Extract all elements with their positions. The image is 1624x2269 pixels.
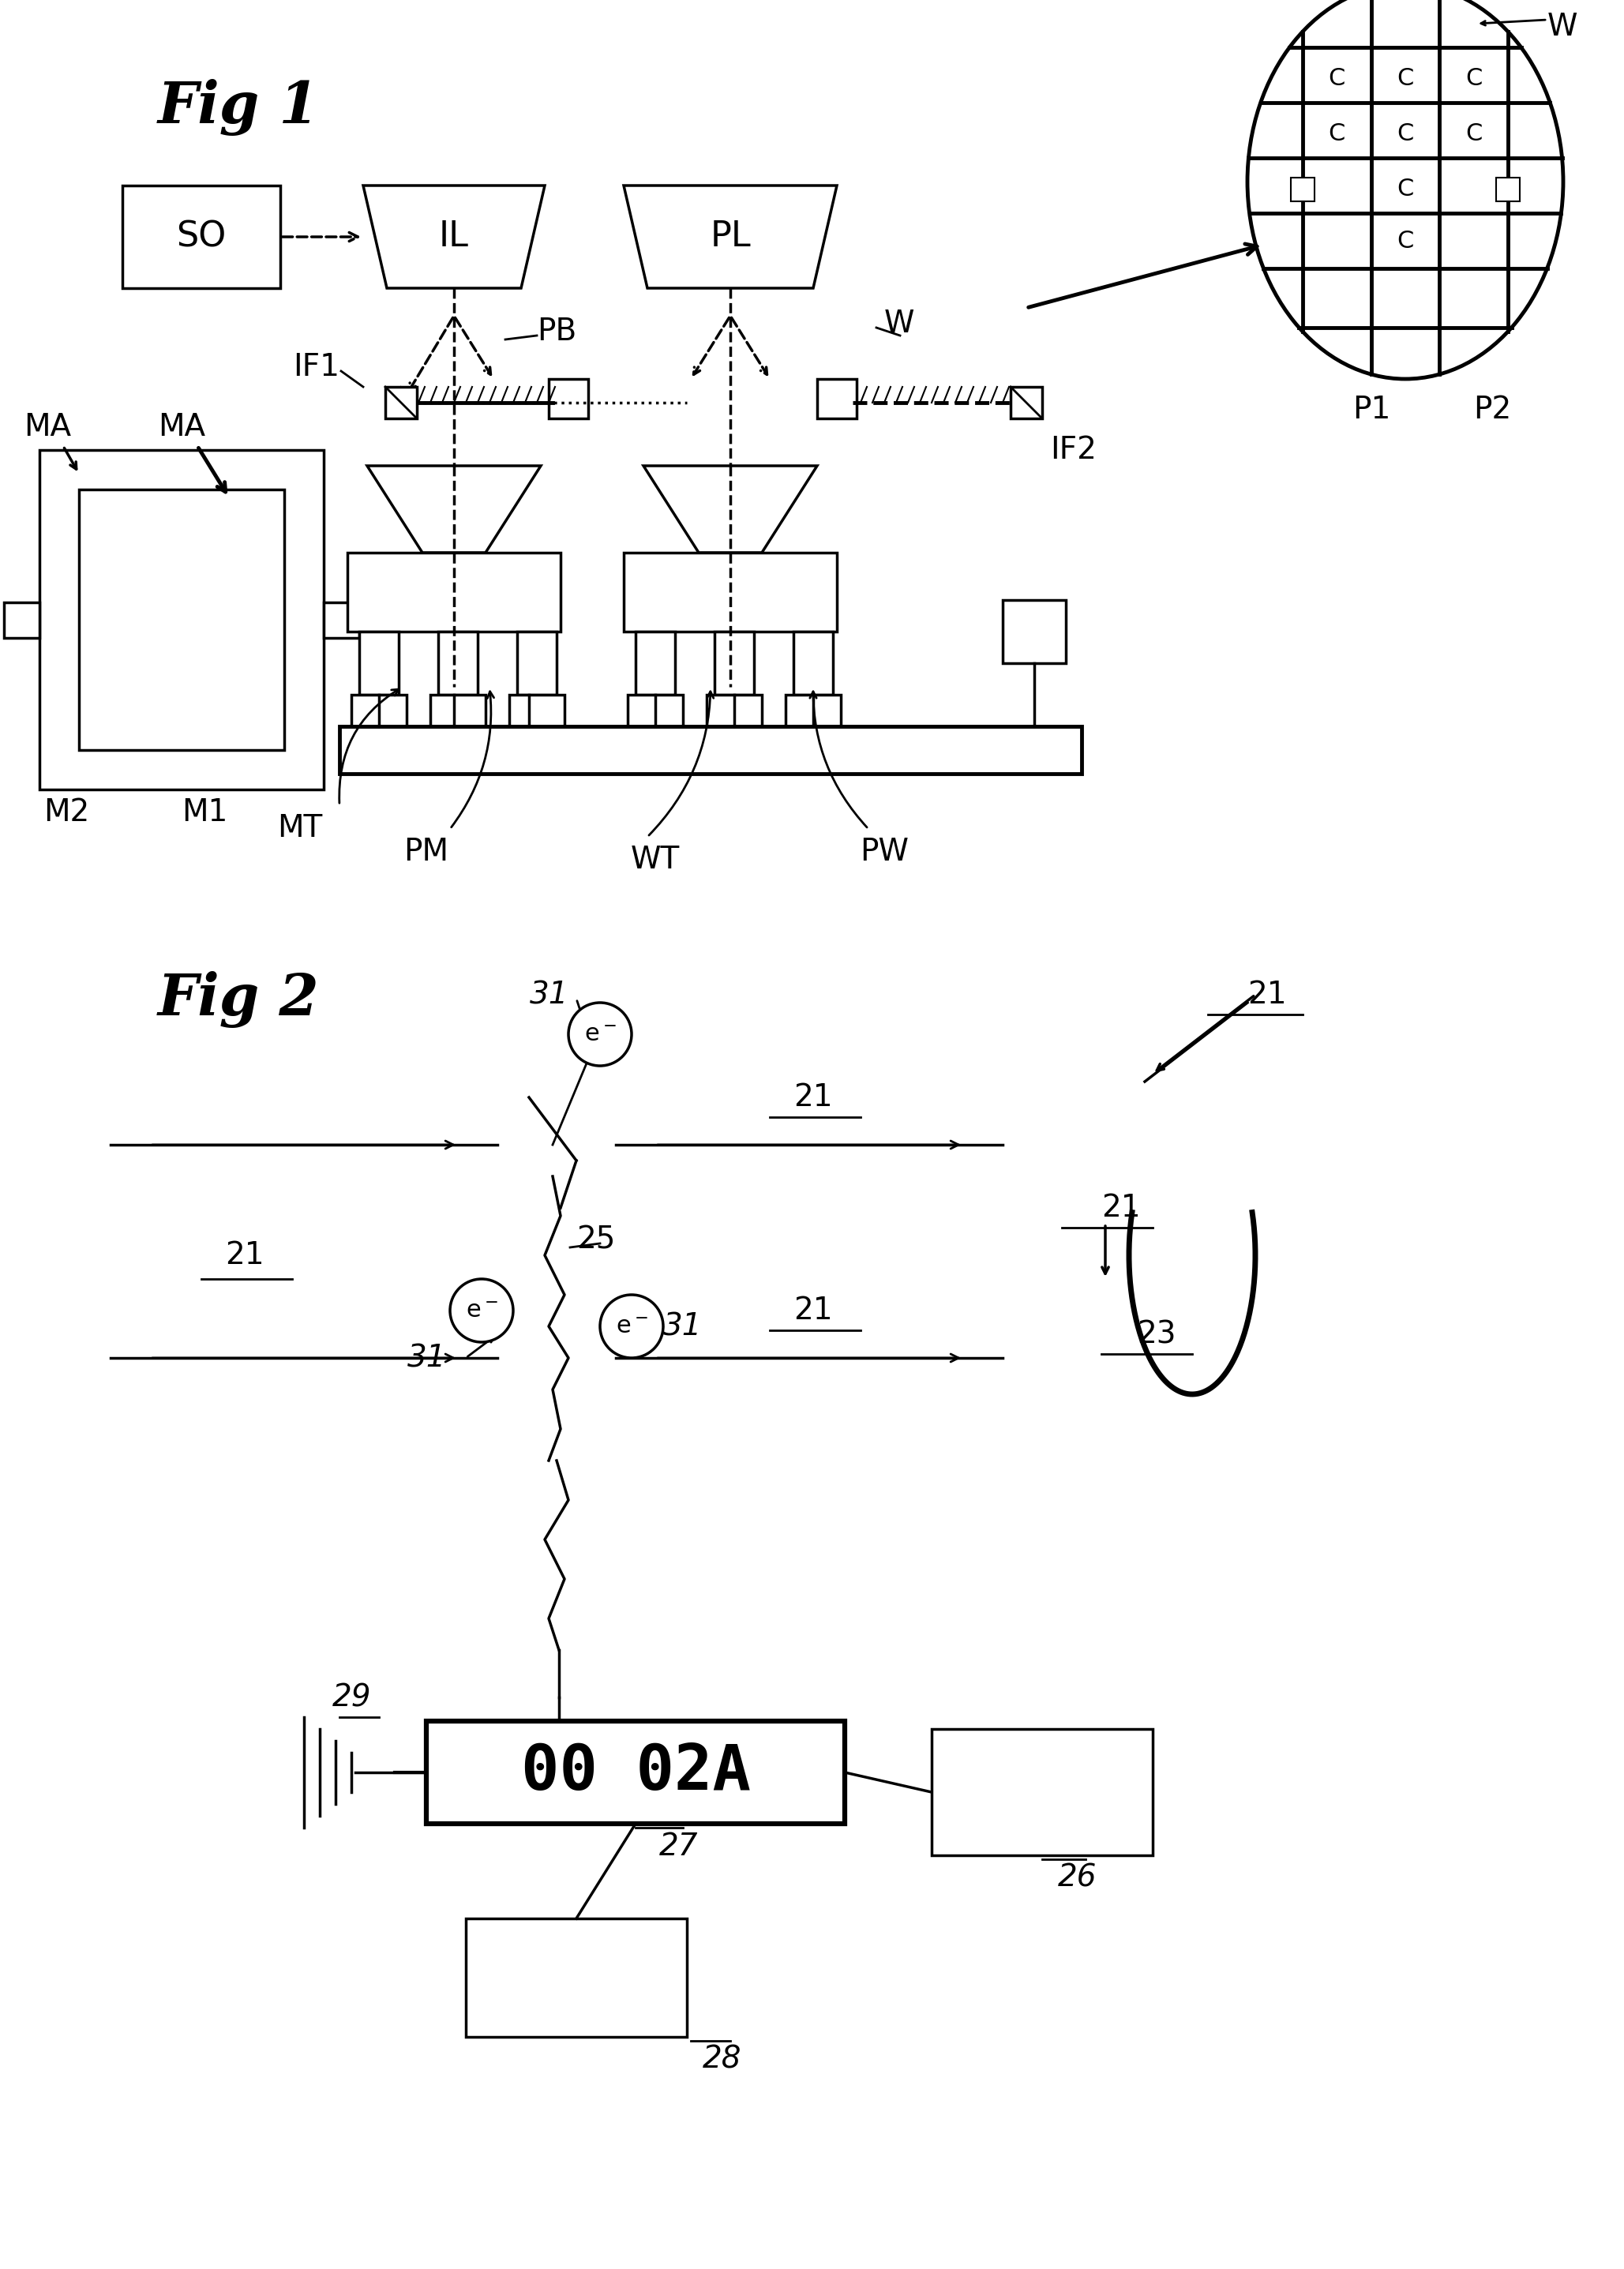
Bar (786, 694, 841, 726)
Text: C: C (1397, 123, 1415, 145)
Bar (932, 1729, 1153, 1856)
Text: Fig 2: Fig 2 (158, 971, 320, 1028)
Text: 31: 31 (529, 980, 568, 1010)
Text: 21: 21 (1101, 1193, 1140, 1223)
Bar (1291, 177, 1314, 202)
Text: W: W (883, 309, 914, 338)
Text: 31: 31 (408, 1343, 447, 1373)
Ellipse shape (1247, 0, 1564, 379)
Text: 00 02A: 00 02A (521, 1743, 750, 1804)
Text: 21: 21 (794, 1296, 833, 1325)
Circle shape (568, 1003, 632, 1066)
Bar (466, 1920, 687, 2038)
Bar (427, 1722, 844, 1824)
Text: W: W (1548, 11, 1579, 41)
Text: PW: PW (859, 837, 909, 867)
Text: C: C (1328, 123, 1345, 145)
Text: P2: P2 (1473, 395, 1512, 424)
Text: P1: P1 (1353, 395, 1390, 424)
Text: C: C (1397, 229, 1415, 252)
Bar (1002, 599, 1065, 663)
Text: MA: MA (24, 413, 71, 442)
Text: C: C (1465, 123, 1483, 145)
Polygon shape (624, 186, 836, 288)
Text: IF2: IF2 (1051, 436, 1096, 465)
Bar (430, 694, 486, 726)
Text: IL: IL (438, 220, 469, 254)
Polygon shape (643, 465, 817, 554)
Text: 27: 27 (659, 1831, 698, 1861)
Circle shape (599, 1296, 663, 1357)
Bar (339, 726, 1082, 774)
Bar (323, 601, 359, 638)
Bar (359, 631, 400, 694)
Text: 28: 28 (703, 2044, 742, 2074)
Bar (351, 694, 406, 726)
Text: MA: MA (158, 413, 205, 442)
Bar (385, 386, 417, 417)
Text: e$^-$: e$^-$ (615, 1316, 648, 1339)
Bar (438, 631, 477, 694)
Bar (715, 631, 754, 694)
Bar (1010, 386, 1043, 417)
Text: C: C (1397, 177, 1415, 202)
Polygon shape (367, 465, 541, 554)
Text: 21: 21 (1247, 980, 1286, 1010)
Bar (817, 379, 856, 417)
Text: M2: M2 (44, 796, 89, 828)
Bar (706, 694, 762, 726)
Bar (549, 379, 588, 417)
Text: SO: SO (177, 220, 226, 254)
Bar (122, 186, 281, 288)
Polygon shape (364, 186, 544, 288)
Text: 23: 23 (1137, 1318, 1176, 1350)
Bar (794, 631, 833, 694)
Text: 21: 21 (794, 1082, 833, 1112)
Text: PL: PL (710, 220, 750, 254)
Text: PB: PB (538, 318, 577, 347)
Text: IF1: IF1 (292, 352, 339, 381)
Bar (3, 601, 39, 638)
Bar (1496, 177, 1520, 202)
Circle shape (450, 1280, 513, 1343)
Bar (635, 631, 676, 694)
Bar (624, 554, 836, 631)
Text: e$^-$: e$^-$ (585, 1023, 615, 1046)
Bar (348, 554, 560, 631)
Text: C: C (1465, 68, 1483, 91)
Text: C: C (1328, 68, 1345, 91)
Text: WT: WT (630, 844, 680, 876)
Bar (39, 449, 323, 790)
Text: 21: 21 (226, 1241, 265, 1271)
Bar (516, 631, 557, 694)
Text: MT: MT (278, 812, 323, 844)
Text: 31: 31 (663, 1311, 702, 1341)
Bar (510, 694, 565, 726)
Text: 25: 25 (577, 1225, 615, 1255)
Text: C: C (1397, 68, 1415, 91)
Text: 29: 29 (331, 1684, 370, 1713)
Text: 26: 26 (1057, 1863, 1096, 1892)
Bar (627, 694, 684, 726)
Text: M1: M1 (182, 796, 227, 828)
Text: Fig 1: Fig 1 (158, 79, 320, 136)
Bar (80, 490, 284, 751)
Text: e$^-$: e$^-$ (466, 1300, 497, 1323)
Text: PM: PM (404, 837, 448, 867)
